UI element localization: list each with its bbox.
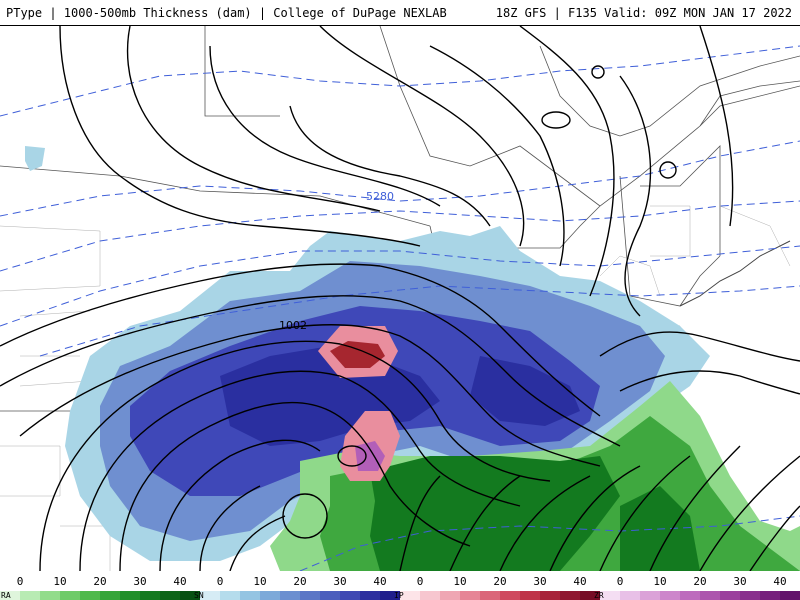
legend-tick-label: 40 — [373, 575, 386, 588]
legend-tick-label: 0 — [217, 575, 224, 588]
legend-color-swatch — [360, 591, 381, 600]
legend-color-swatch — [20, 591, 41, 600]
legend-type-tag: RA — [1, 591, 11, 600]
legend-tick-label: 40 — [573, 575, 586, 588]
legend-type-tag: ZR — [594, 591, 604, 600]
legend-color-swatch — [220, 591, 241, 600]
legend-tick-label: 20 — [293, 575, 306, 588]
legend-color-swatch — [780, 591, 800, 600]
thickness-contours — [0, 45, 800, 571]
legend-color-swatch — [500, 591, 521, 600]
legend-color-swatch — [240, 591, 261, 600]
legend-color-swatch — [620, 591, 641, 600]
legend-color-swatch — [60, 591, 81, 600]
legend-tick-label: 30 — [533, 575, 546, 588]
closed-isobars — [282, 65, 677, 539]
legend-color-swatch — [560, 591, 581, 600]
legend-tick-label: 40 — [773, 575, 786, 588]
legend-color-swatch — [180, 591, 201, 600]
legend-color-swatch — [580, 591, 601, 600]
legend-color-swatch — [640, 591, 661, 600]
thickness-label-5280: 5280 — [366, 190, 394, 203]
legend-color-swatch — [280, 591, 301, 600]
legend-color-swatch — [740, 591, 761, 600]
legend-color-swatch — [100, 591, 121, 600]
legend-color-swatch — [400, 591, 421, 600]
legend-tick-label: 30 — [333, 575, 346, 588]
legend-type-tag: SN — [194, 591, 204, 600]
legend-segment-zr: 0 10 20 30 40 ZR — [594, 575, 800, 600]
legend-color-swatch — [140, 591, 161, 600]
legend-tick-label: 10 — [653, 575, 666, 588]
legend-color-swatch — [760, 591, 781, 600]
legend-color-swatch — [700, 591, 721, 600]
legend-type-tag: IP — [394, 591, 404, 600]
legend-color-swatch — [200, 591, 221, 600]
isobar-label-1002: 1002 — [279, 319, 307, 332]
legend-color-swatch — [540, 591, 561, 600]
legend-color-swatch — [80, 591, 101, 600]
legend-tick-label: 30 — [733, 575, 746, 588]
legend-color-swatch — [380, 591, 401, 600]
county-lines — [0, 205, 791, 571]
legend-color-swatch — [40, 591, 61, 600]
legend-color-swatch — [320, 591, 341, 600]
legend-color-swatch — [340, 591, 361, 600]
legend-color-swatch — [160, 591, 181, 600]
legend-color-swatch — [0, 591, 21, 600]
legend-tick-label: 10 — [53, 575, 66, 588]
legend-tick-label: 0 — [17, 575, 24, 588]
isobar-contours — [0, 26, 800, 571]
legend-tick-label: 0 — [417, 575, 424, 588]
legend-segment-sn: 0 10 20 30 40 SN — [194, 575, 401, 600]
legend-color-swatch — [680, 591, 701, 600]
legend-tick-label: 20 — [93, 575, 106, 588]
legend-color-swatch — [720, 591, 741, 600]
precip-type-legend: 0 10 20 30 40 RA 0 10 20 30 40 SN 0 10 20 30 40 IP 0 10 20 30… — [0, 571, 800, 600]
legend-tick-label: 0 — [617, 575, 624, 588]
legend-color-swatch — [600, 591, 621, 600]
legend-tick-label: 10 — [253, 575, 266, 588]
legend-color-swatch — [300, 591, 321, 600]
legend-tick-label: 10 — [453, 575, 466, 588]
weather-map: 5280 1002 — [0, 26, 800, 571]
legend-tick-label: 20 — [493, 575, 506, 588]
legend-color-swatch — [420, 591, 441, 600]
legend-tick-label: 40 — [173, 575, 186, 588]
legend-color-swatch — [260, 591, 281, 600]
legend-color-swatch — [460, 591, 481, 600]
legend-color-swatch — [660, 591, 681, 600]
legend-segment-ra: 0 10 20 30 40 RA — [0, 575, 201, 600]
legend-color-swatch — [520, 591, 541, 600]
legend-tick-label: 30 — [133, 575, 146, 588]
legend-color-swatch — [440, 591, 461, 600]
legend-tick-label: 20 — [693, 575, 706, 588]
legend-color-swatch — [120, 591, 141, 600]
legend-color-swatch — [480, 591, 501, 600]
product-title: PType | 1000-500mb Thickness (dam) | Col… — [6, 6, 447, 20]
legend-segment-ip: 0 10 20 30 40 IP — [394, 575, 601, 600]
model-run-info: 18Z GFS | F135 Valid: 09Z MON JAN 17 202… — [495, 6, 792, 20]
map-header: PType | 1000-500mb Thickness (dam) | Col… — [0, 0, 800, 26]
